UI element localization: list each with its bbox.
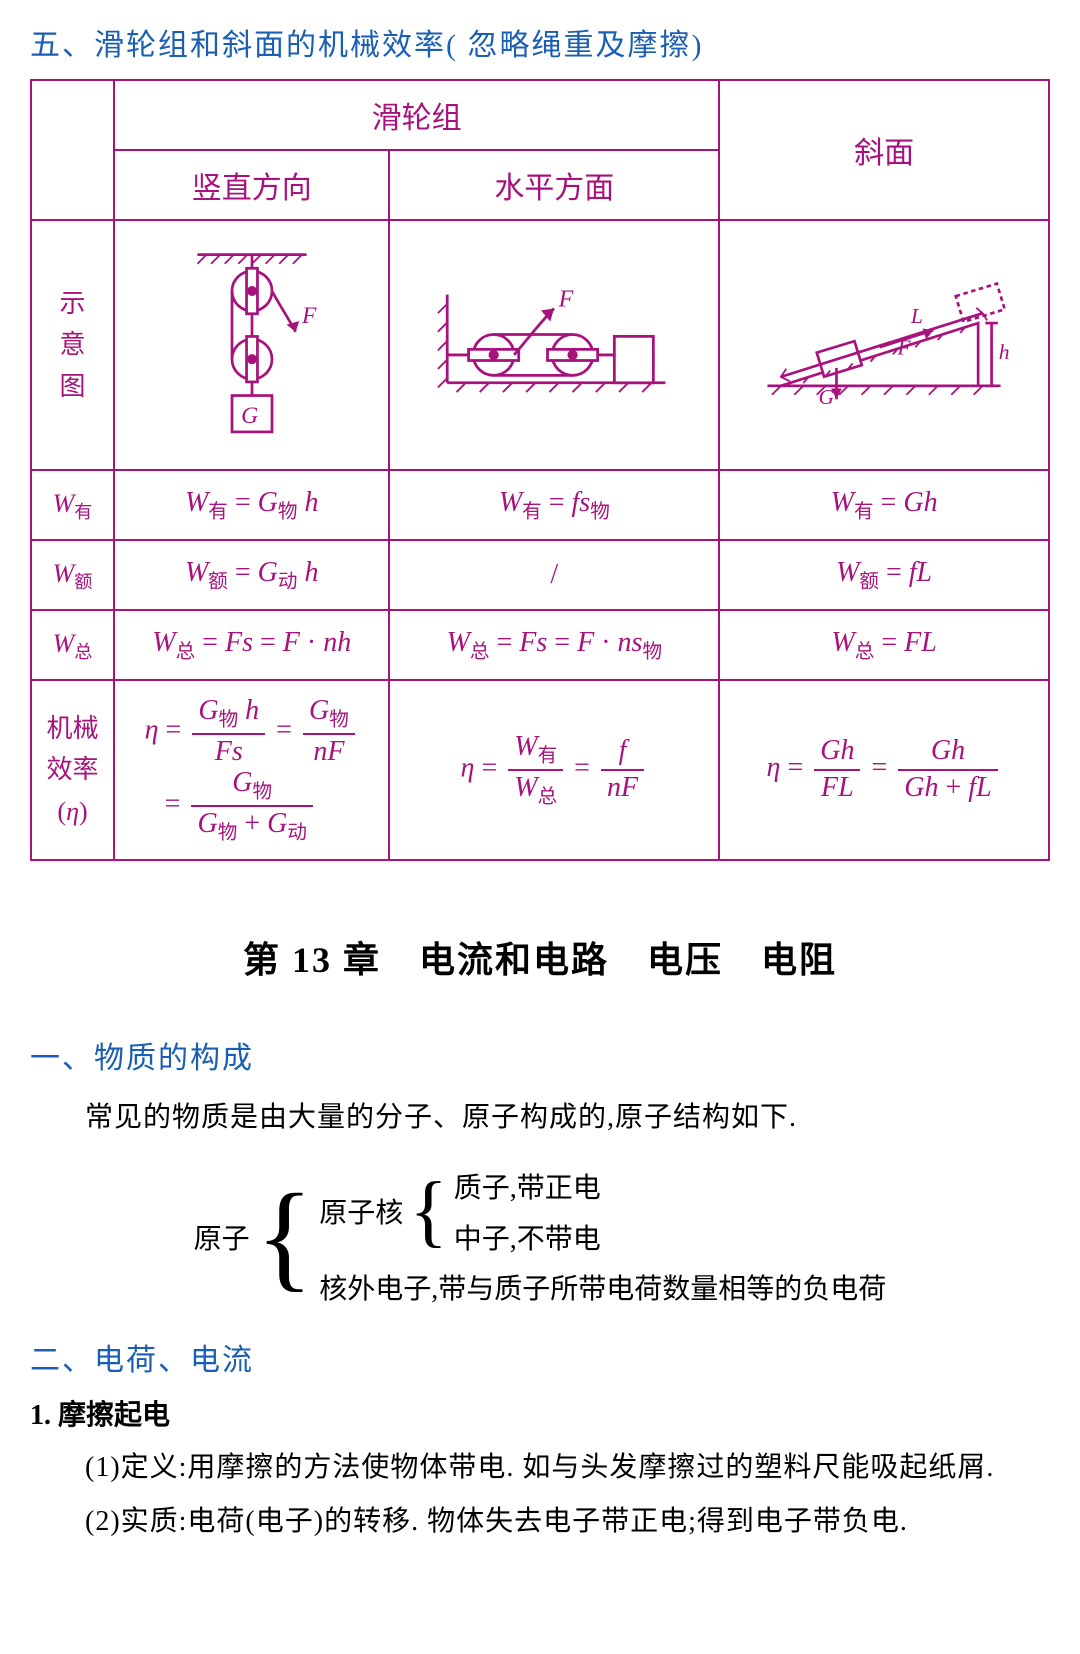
row-diagram-label: 示意图 xyxy=(31,220,114,470)
f-r2c3: W额 = fL xyxy=(719,540,1049,610)
th-vertical: 竖直方向 xyxy=(114,150,389,220)
nucleus-label: 原子核 xyxy=(319,1189,403,1239)
proton-text: 质子,带正电 xyxy=(454,1164,601,1214)
atom-structure: 原子 { 原子核 { 质子,带正电 中子,不带电 核外电子,带与质子所带电荷数量… xyxy=(30,1164,1050,1315)
label-G: G xyxy=(241,403,258,429)
row-wuseful: W有 xyxy=(31,470,114,540)
label-F: F xyxy=(301,303,317,329)
f-r1c3: W有 = Gh xyxy=(719,470,1049,540)
th-incline: 斜面 xyxy=(719,80,1049,220)
item-1-p2: (2)实质:电荷(电子)的转移. 物体失去电子带正电;得到电子带负电. xyxy=(85,1495,1050,1548)
th-pulley: 滑轮组 xyxy=(114,80,719,150)
diagram-horizontal-pulley: F xyxy=(389,220,719,470)
section-1-title: 一、物质的构成 xyxy=(30,1033,1050,1077)
row-wextra: W额 xyxy=(31,540,114,610)
label-F2: F xyxy=(558,286,574,313)
f-r3c1: W总 = Fs = F · nh xyxy=(114,610,389,680)
brace-icon: { xyxy=(250,1194,320,1278)
f-eff1: η = G物 hFs = G物nF = G物G物 + G动 xyxy=(114,680,389,860)
f-r3c3: W总 = FL xyxy=(719,610,1049,680)
row-wtotal: W总 xyxy=(31,610,114,680)
th-blank xyxy=(31,80,114,220)
label-h: h xyxy=(999,340,1010,364)
label-G3: G xyxy=(819,385,835,409)
row-eff: 机械效率(η) xyxy=(31,680,114,860)
f-r3c2: W总 = Fs = F · ns物 xyxy=(389,610,719,680)
f-r2c1: W额 = G动 h xyxy=(114,540,389,610)
f-r1c1: W有 = G物 h xyxy=(114,470,389,540)
section-2-title: 二、电荷、电流 xyxy=(30,1335,1050,1379)
section-1-p1: 常见的物质是由大量的分子、原子构成的,原子结构如下. xyxy=(85,1091,1050,1144)
chapter-13-title: 第 13 章 电流和电路 电压 电阻 xyxy=(30,931,1050,983)
f-eff2: η = W有W总 = fnF xyxy=(389,680,719,860)
item-1-title: 1. 摩擦起电 xyxy=(30,1393,1050,1433)
label-L: L xyxy=(910,304,923,328)
f-r1c2: W有 = fs物 xyxy=(389,470,719,540)
f-r2c2: / xyxy=(389,540,719,610)
brace-icon-2: { xyxy=(403,1179,453,1243)
f-eff3: η = GhFL = GhGh + fL xyxy=(719,680,1049,860)
label-F3: F xyxy=(897,335,912,359)
atom-label: 原子 xyxy=(194,1215,250,1265)
neutron-text: 中子,不带电 xyxy=(454,1215,601,1265)
electron-text: 核外电子,带与质子所带电荷数量相等的负电荷 xyxy=(319,1265,886,1315)
th-horizontal: 水平方面 xyxy=(389,150,719,220)
diagram-vertical-pulley: F G xyxy=(114,220,389,470)
efficiency-table: 滑轮组 斜面 竖直方向 水平方面 示意图 xyxy=(30,79,1050,861)
item-1-p1: (1)定义:用摩擦的方法使物体带电. 如与头发摩擦过的塑料尺能吸起纸屑. xyxy=(85,1441,1050,1494)
diagram-incline: L F h G xyxy=(719,220,1049,470)
section-5-title: 五、滑轮组和斜面的机械效率( 忽略绳重及摩擦) xyxy=(30,20,1050,64)
